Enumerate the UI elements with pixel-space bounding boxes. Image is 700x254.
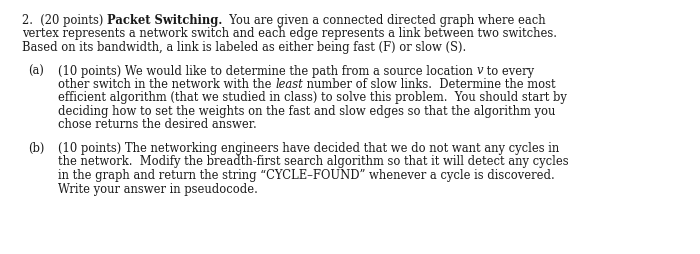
Text: the network.  Modify the breadth-first search algorithm so that it will detect a: the network. Modify the breadth-first se… (58, 155, 568, 168)
Text: least: least (275, 78, 303, 91)
Text: chose returns the desired answer.: chose returns the desired answer. (58, 119, 257, 132)
Text: Based on its bandwidth, a link is labeled as either being fast (F) or slow (S).: Based on its bandwidth, a link is labele… (22, 41, 466, 54)
Text: (10 points) The networking engineers have decided that we do not want any cycles: (10 points) The networking engineers hav… (58, 142, 559, 155)
Text: (a): (a) (28, 65, 44, 77)
Text: 2.  (20 points): 2. (20 points) (22, 14, 107, 27)
Text: You are given a connected directed graph where each: You are given a connected directed graph… (223, 14, 546, 27)
Text: to every: to every (483, 65, 534, 77)
Text: efficient algorithm (that we studied in class) to solve this problem.  You shoul: efficient algorithm (that we studied in … (58, 91, 567, 104)
Text: other switch in the network with the: other switch in the network with the (58, 78, 275, 91)
Text: (10 points) We would like to determine the path from a source location: (10 points) We would like to determine t… (58, 65, 477, 77)
Text: v: v (477, 65, 483, 77)
Text: in the graph and return the string “CYCLE–FOUND” whenever a cycle is discovered.: in the graph and return the string “CYCL… (58, 169, 554, 182)
Text: deciding how to set the weights on the fast and slow edges so that the algorithm: deciding how to set the weights on the f… (58, 105, 555, 118)
Text: vertex represents a network switch and each edge represents a link between two s: vertex represents a network switch and e… (22, 27, 557, 40)
Text: (b): (b) (28, 142, 44, 155)
Text: number of slow links.  Determine the most: number of slow links. Determine the most (303, 78, 556, 91)
Text: Packet Switching.: Packet Switching. (107, 14, 223, 27)
Text: Write your answer in pseudocode.: Write your answer in pseudocode. (58, 183, 258, 196)
